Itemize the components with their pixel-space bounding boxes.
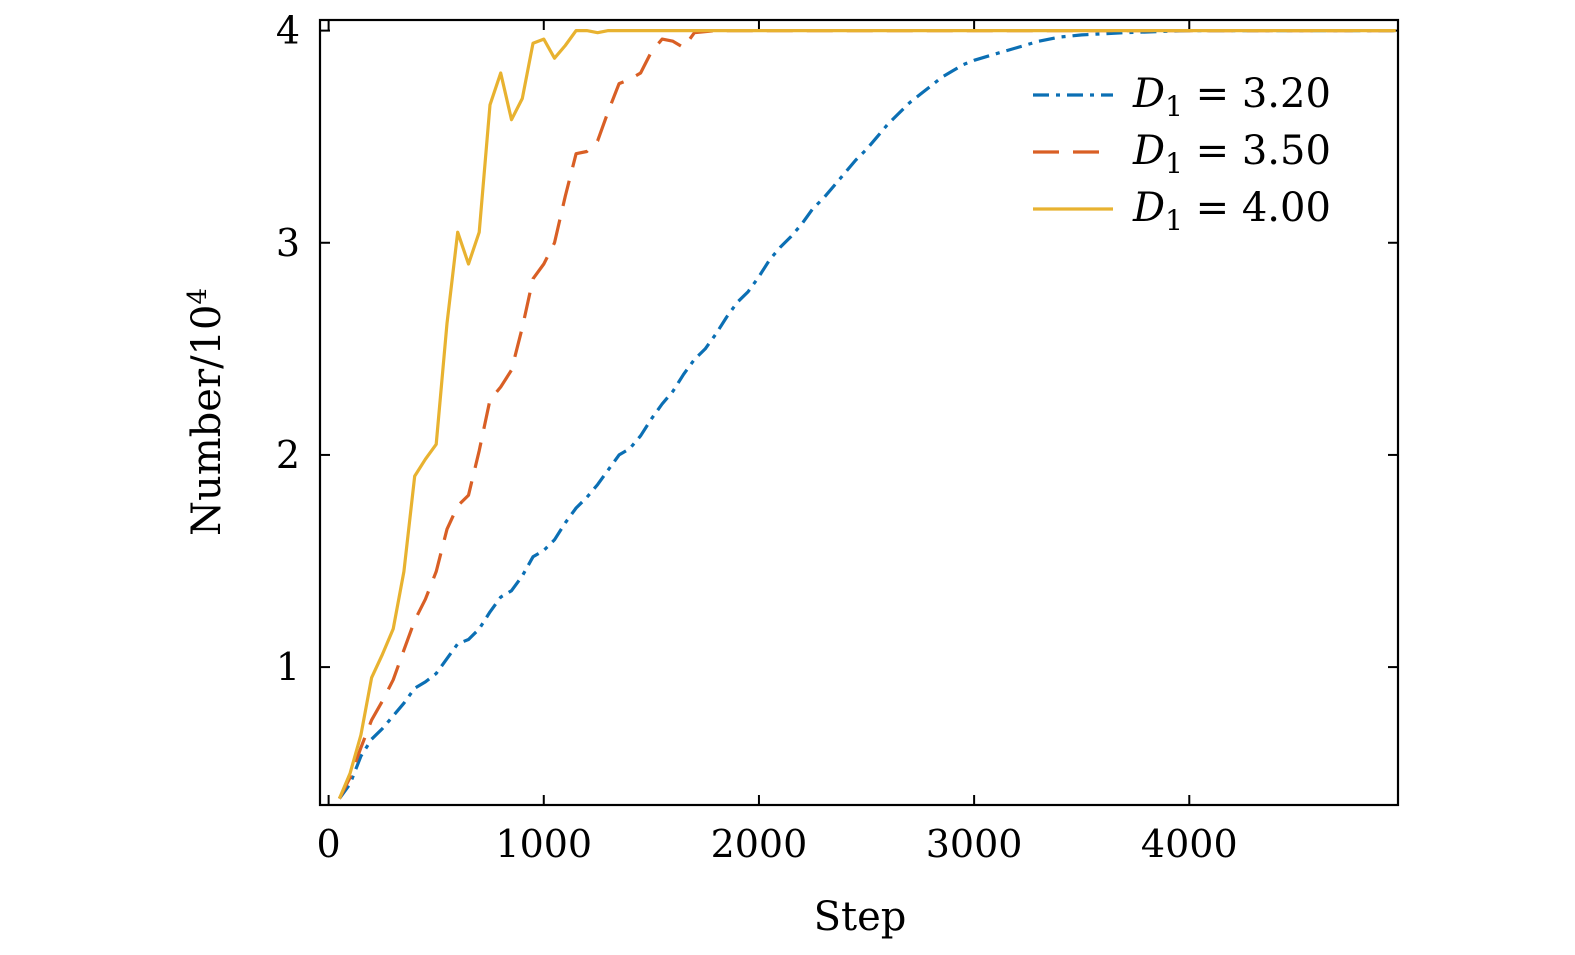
legend-label-value: = 4.00 xyxy=(1183,185,1331,231)
y-tick-label: 4 xyxy=(276,9,300,53)
legend-label-var: D xyxy=(1132,185,1165,231)
legend-label-var: D xyxy=(1132,128,1165,174)
x-axis-title: Step xyxy=(814,894,907,940)
legend-label-sub: 1 xyxy=(1165,204,1183,237)
legend-label-value: = 3.20 xyxy=(1183,71,1331,117)
legend-label-sub: 1 xyxy=(1165,147,1183,180)
y-tick-label: 3 xyxy=(276,221,300,265)
x-tick-label: 3000 xyxy=(926,822,1023,866)
x-tick-label: 4000 xyxy=(1141,822,1238,866)
legend-label-3: D1 = 4.00 xyxy=(1132,185,1331,237)
series-line-1 xyxy=(338,29,1396,800)
legend-label-var: D xyxy=(1132,71,1165,117)
series-line-2 xyxy=(337,29,1396,800)
x-tick-label: 2000 xyxy=(711,822,808,866)
x-tick-label: 1000 xyxy=(495,822,592,866)
y-axis-title: Number/104 xyxy=(183,288,230,536)
y-tick-label: 2 xyxy=(276,433,300,477)
legend-label-value: = 3.50 xyxy=(1183,128,1331,174)
series-line-3 xyxy=(337,29,1396,800)
legend-label-1: D1 = 3.20 xyxy=(1132,71,1331,123)
y-axis-title-text: Number/10 xyxy=(184,305,230,536)
y-tick-label: 1 xyxy=(276,645,300,689)
legend-label-sub: 1 xyxy=(1165,90,1183,123)
x-tick-label: 0 xyxy=(317,822,341,866)
tick-marks xyxy=(320,20,1398,805)
y-axis-title-exponent: 4 xyxy=(183,288,213,305)
plot-frame xyxy=(318,18,1400,807)
series-layer xyxy=(337,29,1396,800)
legend-label-2: D1 = 3.50 xyxy=(1132,128,1331,180)
tick-labels: 0 1000 2000 3000 4000 1 2 3 4 xyxy=(276,9,1238,866)
